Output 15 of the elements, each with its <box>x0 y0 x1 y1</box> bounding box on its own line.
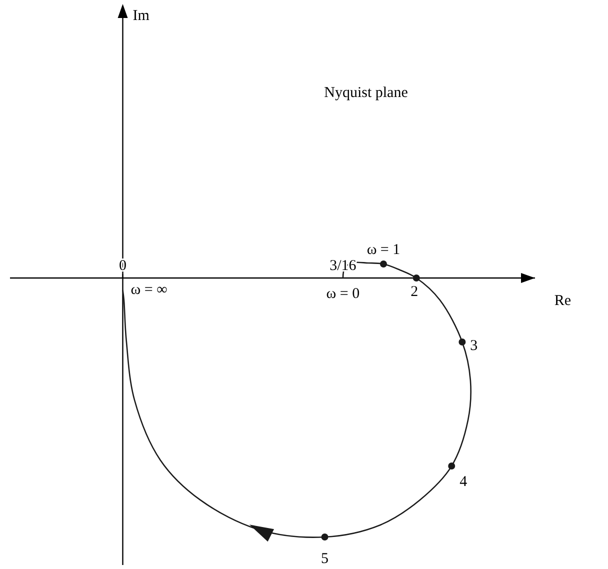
annotation: ω = 0 <box>326 286 360 302</box>
point <box>458 338 466 346</box>
point <box>448 462 456 470</box>
annotation: 4 <box>460 474 468 490</box>
point <box>412 274 420 282</box>
chart-title: Nyquist plane <box>324 85 408 101</box>
annotation: 3 <box>470 338 478 354</box>
text: Im <box>132 8 150 24</box>
annotation: ω = 1 <box>366 242 400 258</box>
annotation: 2 <box>410 284 418 300</box>
point <box>380 260 387 268</box>
x-axis-title: Re <box>554 293 572 309</box>
annotation: 5 <box>321 551 329 567</box>
point <box>321 534 328 540</box>
annotation: ω = ∞ <box>130 282 168 298</box>
